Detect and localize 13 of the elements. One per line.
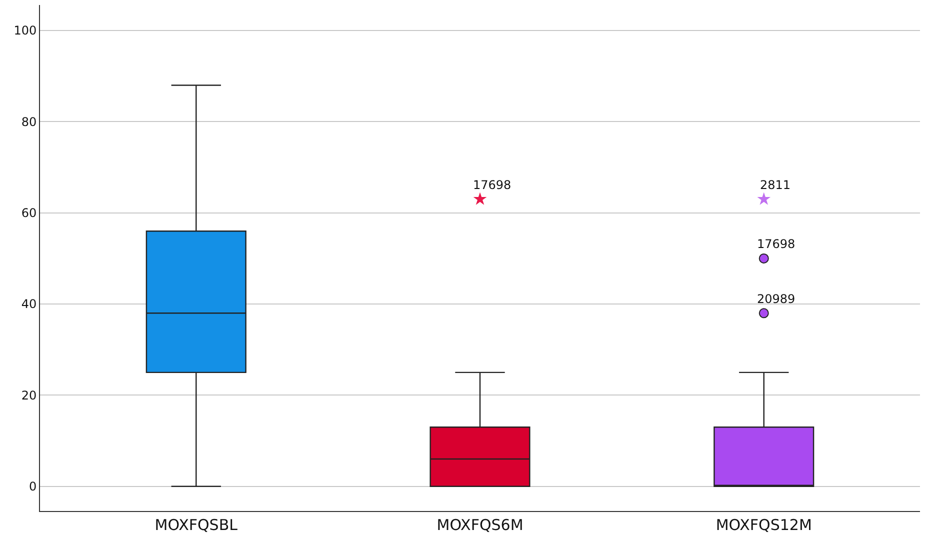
y-tick-label: 20 — [21, 388, 37, 402]
y-tick-label: 100 — [14, 24, 37, 38]
annotation: 2811 — [760, 178, 791, 192]
annotation: 17698 — [757, 237, 796, 251]
y-tick-label: 0 — [28, 480, 37, 494]
x-tick-label: MOXFQS6M — [436, 516, 524, 534]
y-tick-label: 80 — [21, 114, 37, 129]
y-tick-label: 40 — [21, 297, 37, 312]
y-tick-label: 60 — [21, 206, 37, 220]
x-tick-label: MOXFQS12M — [716, 516, 812, 534]
annotation: 17698 — [473, 178, 512, 192]
x-tick-label: MOXFQSBL — [154, 516, 238, 534]
annotation: 20989 — [757, 292, 796, 306]
